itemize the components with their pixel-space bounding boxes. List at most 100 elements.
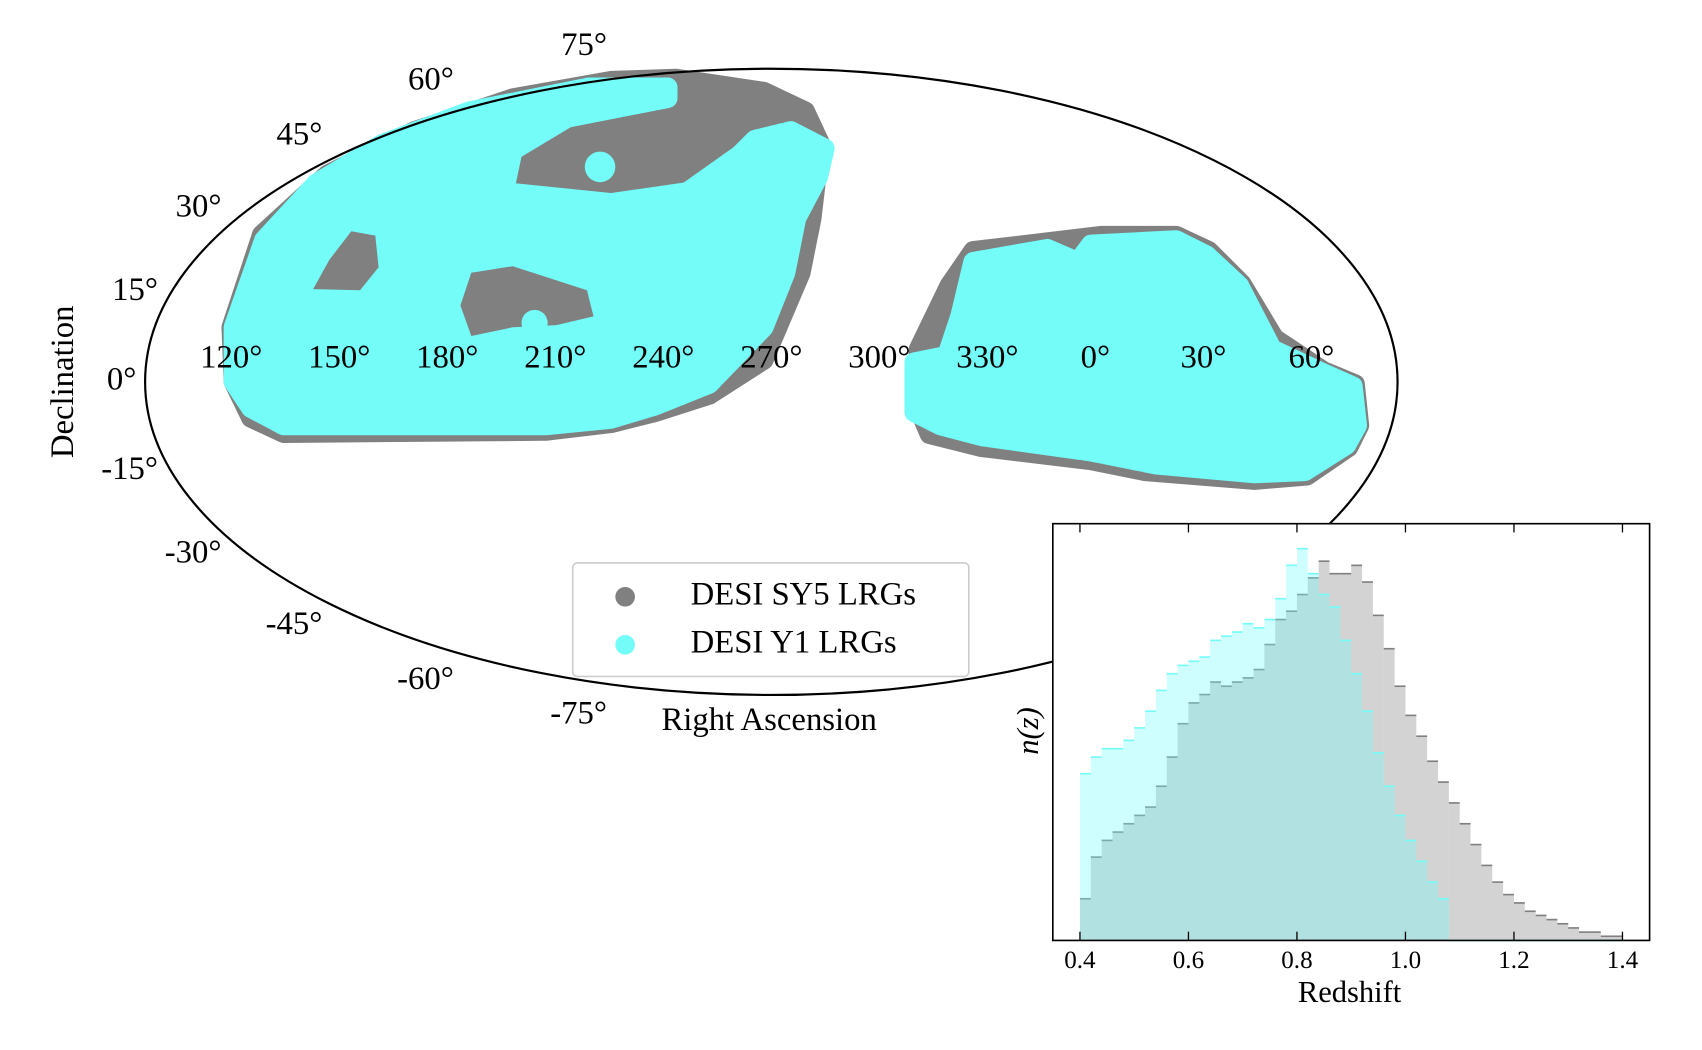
histogram-bar [1275, 619, 1287, 941]
histogram-bar [1220, 636, 1232, 941]
histogram-bar [1394, 815, 1406, 941]
legend-marker [615, 586, 635, 607]
histogram-bar [1188, 661, 1200, 941]
histogram-bar [1296, 548, 1308, 941]
histogram-bar [1318, 594, 1330, 941]
histogram-bar [1134, 727, 1146, 941]
histogram-bar [1242, 677, 1254, 941]
histogram-bar [1155, 690, 1167, 941]
histogram-bar [1362, 582, 1373, 941]
histogram-bar [1438, 782, 1449, 941]
histogram-bar [1101, 748, 1113, 941]
histogram-bar [1438, 898, 1449, 941]
histogram-bar [1448, 802, 1460, 941]
histogram-bar [1503, 894, 1514, 941]
histogram-bar [1253, 627, 1265, 941]
histogram-bar [1589, 932, 1601, 941]
histogram-bar [1579, 932, 1590, 941]
histogram-bar [1220, 686, 1232, 941]
inset-frame [1051, 522, 1651, 942]
histogram-bar [1557, 923, 1569, 941]
histogram-bar [1199, 694, 1211, 941]
inset-y-label: n(z) [1011, 707, 1045, 754]
histogram-bar [1210, 682, 1221, 941]
histogram-bar [1351, 673, 1363, 941]
legend-label: DESI Y1 LRGs [691, 624, 897, 660]
histogram-bar [1329, 607, 1341, 941]
footprint-y1-south [904, 230, 1368, 484]
histogram-bar [1188, 702, 1200, 941]
histogram-bar [1329, 573, 1341, 941]
footprint-y1-north [223, 77, 835, 436]
histogram-bar [1166, 757, 1178, 941]
x-tick-label: 1.4 [1607, 947, 1639, 974]
footprint-gap [313, 231, 379, 291]
histogram-bar [1383, 786, 1395, 941]
x-axis-label: Right Ascension [661, 702, 876, 738]
histogram-bar [1362, 711, 1373, 941]
histogram-bar [1112, 832, 1124, 941]
histogram-bar [1394, 686, 1406, 941]
histogram-bar [1427, 882, 1439, 941]
histogram-bar [1492, 882, 1504, 941]
histogram-bar [1524, 911, 1536, 941]
histogram-bar [1427, 761, 1439, 941]
histogram-bar [1231, 632, 1243, 941]
histogram-bar [1134, 815, 1146, 941]
histogram-bar [1546, 919, 1558, 941]
y-tick-label: 75° [561, 27, 607, 63]
y-tick-label: -30° [165, 534, 222, 570]
histogram-bar [1611, 936, 1623, 941]
x-tick-label: 0.8 [1281, 947, 1312, 974]
histogram-bar [1264, 644, 1276, 941]
histogram-bar [1090, 757, 1102, 941]
legend-label: DESI SY5 LRGs [691, 576, 916, 612]
y-tick-label: -15° [101, 451, 158, 487]
histogram-bar [1372, 615, 1384, 941]
y-tick-label: -75° [550, 696, 607, 732]
histogram-bar [1123, 740, 1135, 941]
map-axes: 120° 150° 180° 210° 240° 270° 300° 330° 0° 30° 60°… [101, 27, 1334, 731]
histogram-bar [1079, 898, 1091, 941]
x-tick-label: 270° [740, 340, 802, 376]
footprint-y1-patch [584, 151, 616, 183]
histogram-bar [1318, 561, 1330, 941]
x-tick-label: 210° [524, 340, 586, 376]
y-tick-label: -60° [397, 661, 454, 697]
histogram-bar [1416, 736, 1428, 941]
x-tick-label: 300° [848, 340, 910, 376]
histogram-bar [1459, 823, 1471, 941]
histogram-bar [1286, 611, 1297, 941]
x-tick-label: 0.6 [1173, 947, 1204, 974]
histogram-bar [1112, 748, 1124, 941]
x-tick-label: 240° [632, 340, 694, 376]
histogram-bar [1405, 840, 1417, 941]
y-tick-label: 15° [112, 272, 158, 308]
histogram-bar [1340, 573, 1352, 941]
x-tick-label: 150° [308, 340, 370, 376]
footprint-y1-patch [521, 309, 548, 337]
histogram-bar [1513, 902, 1525, 941]
x-tick-label: 0.4 [1064, 947, 1096, 974]
histogram-bar [1231, 682, 1243, 941]
histogram-bar [1405, 715, 1417, 941]
histogram-bar [1275, 598, 1287, 941]
legend: DESI SY5 LRGs DESI Y1 LRGs [615, 576, 916, 660]
histogram-bar [1177, 723, 1189, 941]
histogram-bar [1090, 857, 1102, 941]
histogram-bar [1416, 861, 1428, 941]
y-tick-label: 0° [107, 361, 136, 397]
x-tick-label: 1.0 [1390, 947, 1421, 974]
histogram-bar [1372, 752, 1384, 941]
y-tick-label: 30° [176, 188, 222, 224]
histogram-bar [1253, 669, 1265, 941]
histogram-bar [1286, 565, 1297, 941]
histogram-bar [1351, 565, 1363, 941]
histogram-bar [1307, 573, 1319, 941]
histogram-bar [1264, 619, 1276, 941]
y-tick-label: -45° [266, 606, 323, 642]
histogram-bar [1101, 840, 1113, 941]
histogram-bar [1145, 711, 1156, 941]
